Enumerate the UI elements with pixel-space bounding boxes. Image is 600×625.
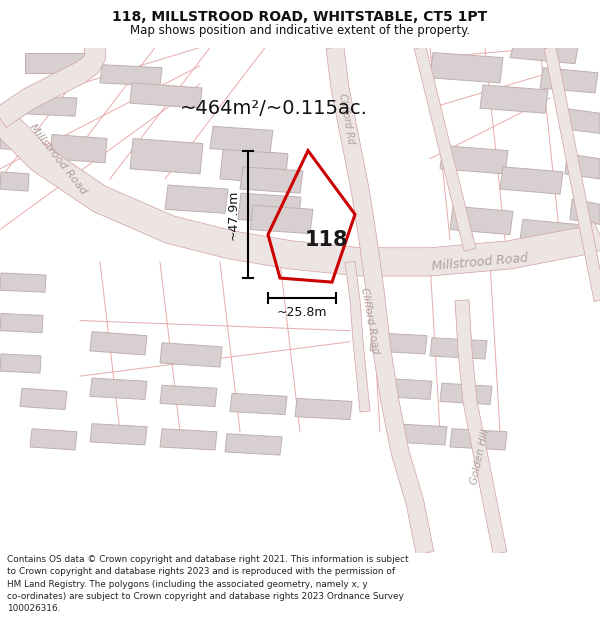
Text: 118: 118 [305,230,349,250]
Polygon shape [160,429,217,450]
Polygon shape [540,68,598,93]
Polygon shape [430,338,487,359]
Polygon shape [15,95,77,116]
Polygon shape [230,393,287,414]
Polygon shape [480,85,548,113]
Polygon shape [0,128,31,151]
Polygon shape [0,172,29,191]
Polygon shape [440,383,492,404]
Polygon shape [0,273,46,292]
Polygon shape [345,261,370,412]
Polygon shape [565,154,600,179]
Polygon shape [50,134,107,162]
Polygon shape [225,434,282,455]
Polygon shape [520,219,578,245]
Polygon shape [100,65,162,86]
Polygon shape [220,149,288,184]
Polygon shape [544,46,600,301]
Polygon shape [130,83,202,108]
Polygon shape [390,424,447,445]
Polygon shape [440,146,508,174]
Polygon shape [380,378,432,399]
Polygon shape [165,185,228,213]
Text: Golden Hill: Golden Hill [469,428,491,486]
Polygon shape [160,385,217,406]
Text: ~47.9m: ~47.9m [227,189,240,239]
Text: Clifford Rd: Clifford Rd [337,92,355,144]
Polygon shape [90,332,147,355]
Polygon shape [160,342,222,367]
Polygon shape [430,52,503,83]
Text: Millstrood Road: Millstrood Road [28,122,89,196]
Text: Map shows position and indicative extent of the property.: Map shows position and indicative extent… [130,24,470,37]
Polygon shape [500,167,563,194]
Polygon shape [250,205,313,234]
Text: ~25.8m: ~25.8m [277,306,327,319]
Polygon shape [510,48,578,64]
Polygon shape [20,388,67,409]
Polygon shape [414,46,476,251]
Polygon shape [295,398,352,419]
Text: Clifford Road: Clifford Road [359,286,381,354]
Polygon shape [90,424,147,445]
Text: Contains OS data © Crown copyright and database right 2021. This information is : Contains OS data © Crown copyright and d… [7,555,409,613]
Polygon shape [326,46,434,555]
Polygon shape [275,242,322,263]
Polygon shape [25,52,85,72]
Polygon shape [0,314,43,332]
Polygon shape [450,429,507,450]
Polygon shape [210,126,273,152]
Polygon shape [238,193,301,224]
Polygon shape [570,199,600,224]
Polygon shape [130,139,203,174]
Polygon shape [240,167,303,193]
Text: ~464m²/~0.115ac.: ~464m²/~0.115ac. [180,99,368,118]
Polygon shape [0,48,106,128]
Polygon shape [90,378,147,399]
Text: Millstrood Road: Millstrood Road [431,251,529,272]
Polygon shape [450,206,513,234]
Polygon shape [370,332,427,354]
Polygon shape [0,108,600,276]
Polygon shape [0,354,41,373]
Polygon shape [455,300,507,554]
Polygon shape [30,429,77,450]
Polygon shape [560,108,600,134]
Text: 118, MILLSTROOD ROAD, WHITSTABLE, CT5 1PT: 118, MILLSTROOD ROAD, WHITSTABLE, CT5 1P… [112,11,488,24]
